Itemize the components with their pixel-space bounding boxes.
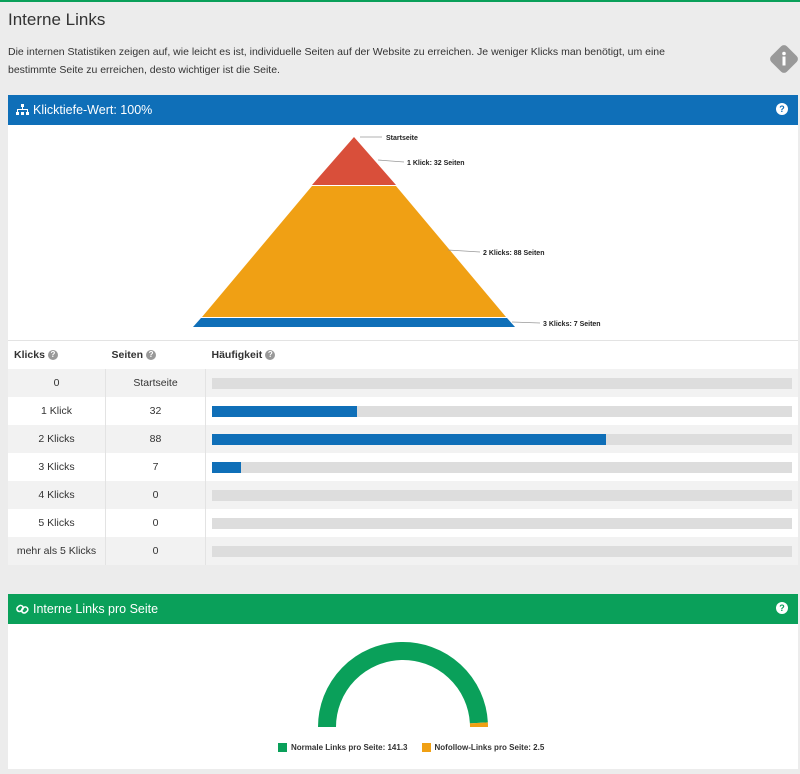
sitemap-icon — [16, 104, 29, 116]
internal-links-panel: Interne Links pro Seite ? Normale Links … — [8, 594, 798, 769]
cell-klicks: 3 Klicks — [8, 453, 106, 481]
pyramid-level-2 — [202, 186, 506, 317]
legend-swatch — [278, 743, 287, 752]
frequency-bar — [212, 406, 792, 417]
pyramid-level-3 — [193, 318, 515, 327]
frequency-bar — [212, 434, 792, 445]
cell-seiten: 0 — [106, 509, 206, 537]
help-icon[interactable]: ? — [776, 602, 788, 614]
help-icon[interactable]: ? — [265, 350, 275, 360]
page-description: Die internen Statistiken zeigen auf, wie… — [8, 43, 708, 79]
click-depth-panel: Klicktiefe-Wert: 100% ? Startseite 1 Kli… — [8, 95, 798, 565]
cell-seiten: 0 — [106, 481, 206, 509]
help-icon[interactable]: ? — [48, 350, 58, 360]
cell-haeufigkeit — [206, 453, 799, 481]
internal-links-header: Interne Links pro Seite ? — [8, 594, 798, 624]
legend-item-normal: Normale Links pro Seite: 141.3 — [278, 743, 408, 752]
cell-klicks: 4 Klicks — [8, 481, 106, 509]
click-depth-title: Klicktiefe-Wert: 100% — [33, 103, 152, 117]
frequency-bar — [212, 518, 792, 529]
frequency-bar — [212, 546, 792, 557]
cell-seiten: 7 — [106, 453, 206, 481]
links-gauge: Normale Links pro Seite: 141.3 Nofollow-… — [8, 624, 798, 769]
cell-klicks: 2 Klicks — [8, 425, 106, 453]
cell-klicks: 0 — [8, 369, 106, 397]
internal-links-title: Interne Links pro Seite — [33, 602, 158, 616]
cell-seiten: 32 — [106, 397, 206, 425]
cell-klicks: 5 Klicks — [8, 509, 106, 537]
col-haeufigkeit: Häufigkeit? — [206, 341, 799, 370]
info-icon[interactable] — [768, 43, 800, 75]
cell-seiten: Startseite — [106, 369, 206, 397]
frequency-bar-fill — [212, 462, 241, 473]
cell-haeufigkeit — [206, 509, 799, 537]
frequency-bar — [212, 490, 792, 501]
cell-haeufigkeit — [206, 397, 799, 425]
cell-haeufigkeit — [206, 369, 799, 397]
legend-swatch — [422, 743, 431, 752]
frequency-bar-fill — [212, 406, 357, 417]
click-depth-pyramid: Startseite 1 Klick: 32 Seiten 2 Klicks: … — [8, 125, 798, 340]
col-klicks: Klicks? — [8, 341, 106, 370]
help-icon[interactable]: ? — [776, 103, 788, 115]
pyramid-label-start: Startseite — [386, 135, 418, 142]
pyramid-label-3: 3 Klicks: 7 Seiten — [543, 321, 601, 328]
pyramid-label-2: 2 Klicks: 88 Seiten — [483, 250, 544, 257]
cell-haeufigkeit — [206, 537, 799, 565]
gauge-normal-arc — [327, 651, 479, 727]
gauge-legend: Normale Links pro Seite: 141.3 Nofollow-… — [278, 743, 544, 752]
cell-klicks: mehr als 5 Klicks — [8, 537, 106, 565]
pyramid-level-1 — [312, 137, 396, 185]
click-depth-header: Klicktiefe-Wert: 100% ? — [8, 95, 798, 125]
frequency-bar — [212, 378, 792, 389]
col-seiten: Seiten? — [106, 341, 206, 370]
pyramid-label-1: 1 Klick: 32 Seiten — [407, 160, 465, 167]
frequency-bar-fill — [212, 434, 606, 445]
cell-seiten: 0 — [106, 537, 206, 565]
cell-haeufigkeit — [206, 425, 799, 453]
cell-seiten: 88 — [106, 425, 206, 453]
cell-haeufigkeit — [206, 481, 799, 509]
cell-klicks: 1 Klick — [8, 397, 106, 425]
help-icon[interactable]: ? — [146, 350, 156, 360]
page-title: Interne Links — [8, 10, 105, 30]
link-icon — [16, 603, 29, 615]
legend-item-nofollow: Nofollow-Links pro Seite: 2.5 — [422, 743, 545, 752]
frequency-bar — [212, 462, 792, 473]
top-accent-line — [0, 0, 800, 2]
